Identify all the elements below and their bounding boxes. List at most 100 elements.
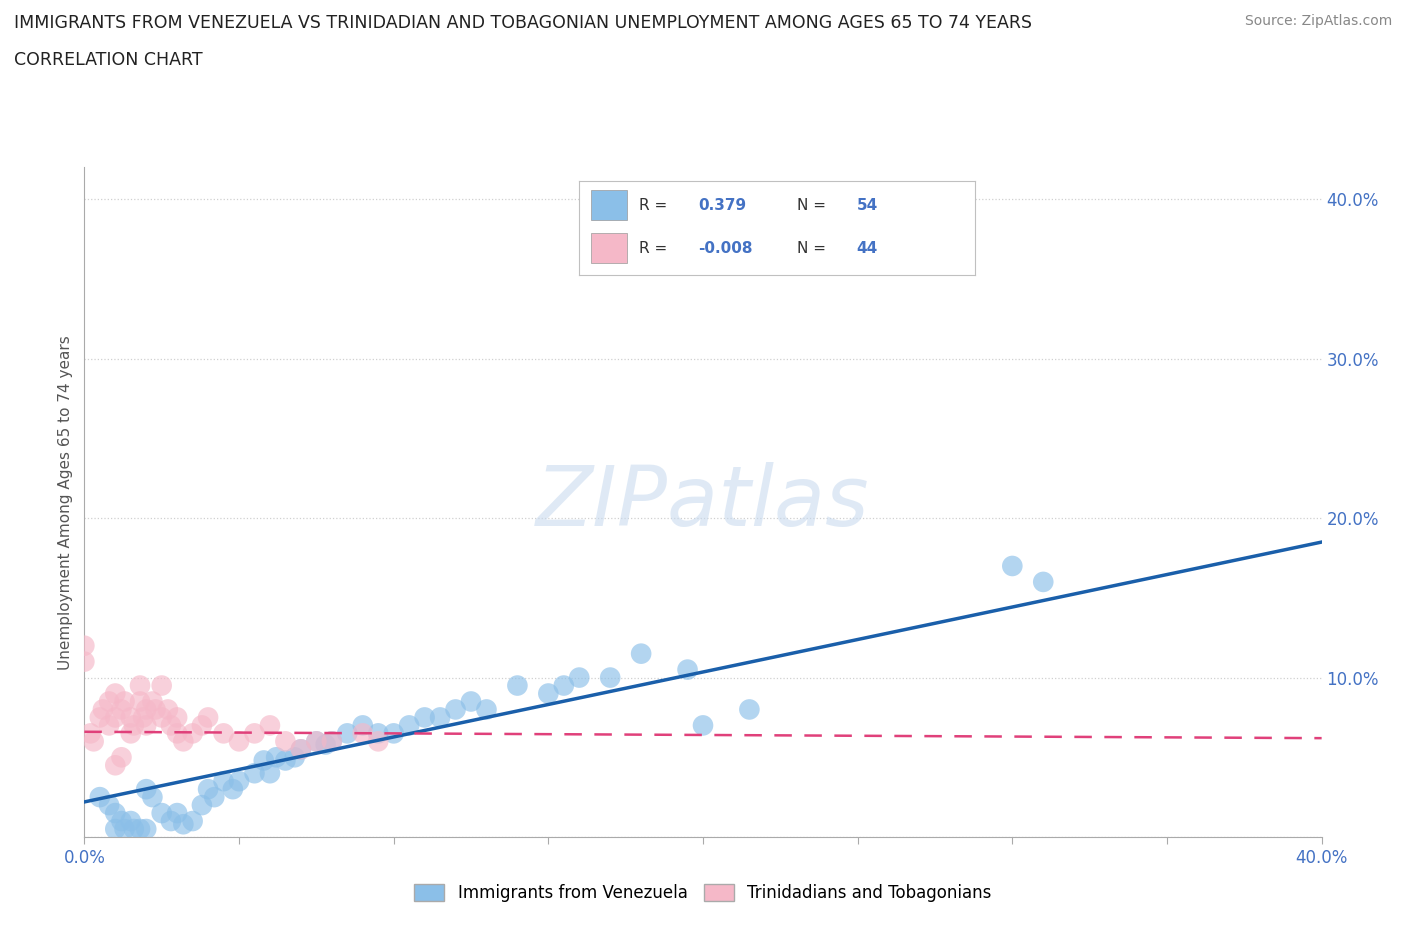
Point	[156, 702, 179, 717]
Point	[444, 702, 467, 717]
Point	[243, 726, 266, 741]
Point	[129, 678, 152, 693]
Y-axis label: Unemployment Among Ages 65 to 74 years: Unemployment Among Ages 65 to 74 years	[58, 335, 73, 670]
Point	[630, 646, 652, 661]
Point	[599, 671, 621, 685]
Point	[553, 678, 575, 693]
Point	[382, 726, 405, 741]
Point	[336, 726, 359, 741]
Point	[321, 734, 343, 749]
Point	[413, 710, 436, 724]
Point	[253, 753, 276, 768]
Point	[537, 686, 560, 701]
Point	[110, 702, 132, 717]
Point	[166, 726, 188, 741]
Point	[212, 726, 235, 741]
Point	[321, 734, 343, 749]
Point	[89, 790, 111, 804]
Point	[104, 710, 127, 724]
Point	[120, 710, 142, 724]
Point	[120, 814, 142, 829]
Point	[212, 774, 235, 789]
Point	[98, 718, 121, 733]
Point	[135, 821, 157, 836]
Point	[429, 710, 451, 724]
Point	[315, 737, 337, 752]
Point	[129, 694, 152, 709]
Point	[135, 782, 157, 797]
Point	[122, 718, 145, 733]
Point	[141, 790, 163, 804]
Point	[83, 734, 105, 749]
Point	[89, 710, 111, 724]
Point	[259, 718, 281, 733]
Point	[181, 814, 204, 829]
Point	[305, 734, 328, 749]
Point	[166, 805, 188, 820]
Point	[191, 798, 214, 813]
Point	[202, 790, 225, 804]
Point	[160, 814, 183, 829]
Point	[114, 821, 136, 836]
Point	[98, 798, 121, 813]
Point	[73, 654, 96, 669]
Point	[129, 821, 152, 836]
Text: ZIPatlas: ZIPatlas	[536, 461, 870, 543]
Point	[398, 718, 420, 733]
Point	[150, 678, 173, 693]
Text: Source: ZipAtlas.com: Source: ZipAtlas.com	[1244, 14, 1392, 28]
Point	[160, 718, 183, 733]
Point	[150, 710, 173, 724]
Point	[568, 671, 591, 685]
Point	[145, 702, 167, 717]
Point	[1032, 575, 1054, 590]
Point	[290, 742, 312, 757]
Point	[98, 694, 121, 709]
Legend: Immigrants from Venezuela, Trinidadians and Tobagonians: Immigrants from Venezuela, Trinidadians …	[408, 878, 998, 909]
Point	[284, 750, 307, 764]
Point	[104, 686, 127, 701]
Point	[352, 726, 374, 741]
Point	[274, 753, 297, 768]
Point	[305, 734, 328, 749]
Point	[738, 702, 761, 717]
Point	[692, 718, 714, 733]
Point	[243, 765, 266, 780]
Point	[104, 821, 127, 836]
Point	[228, 774, 250, 789]
Point	[274, 734, 297, 749]
Point	[197, 782, 219, 797]
Point	[91, 702, 114, 717]
Point	[104, 805, 127, 820]
Point	[172, 817, 194, 831]
Point	[104, 758, 127, 773]
Point	[264, 750, 287, 764]
Point	[122, 821, 145, 836]
Point	[132, 710, 155, 724]
Point	[228, 734, 250, 749]
Point	[191, 718, 214, 733]
Point	[367, 726, 389, 741]
Text: CORRELATION CHART: CORRELATION CHART	[14, 51, 202, 69]
Point	[110, 814, 132, 829]
Point	[79, 726, 101, 741]
Point	[150, 805, 173, 820]
Point	[367, 734, 389, 749]
Point	[676, 662, 699, 677]
Point	[73, 638, 96, 653]
Point	[114, 694, 136, 709]
Point	[506, 678, 529, 693]
Point	[475, 702, 498, 717]
Point	[1001, 559, 1024, 574]
Point	[166, 710, 188, 724]
Point	[135, 718, 157, 733]
Point	[110, 750, 132, 764]
Point	[352, 718, 374, 733]
Point	[120, 726, 142, 741]
Text: IMMIGRANTS FROM VENEZUELA VS TRINIDADIAN AND TOBAGONIAN UNEMPLOYMENT AMONG AGES : IMMIGRANTS FROM VENEZUELA VS TRINIDADIAN…	[14, 14, 1032, 32]
Point	[222, 782, 245, 797]
Point	[181, 726, 204, 741]
Point	[259, 765, 281, 780]
Point	[135, 702, 157, 717]
Point	[141, 694, 163, 709]
